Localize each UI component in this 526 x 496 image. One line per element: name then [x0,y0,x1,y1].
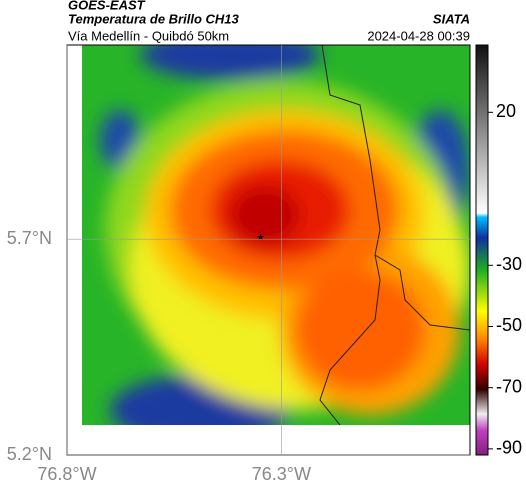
y-tick-label: 5.7°N [7,228,52,248]
source: SIATA [433,11,470,26]
colorbar-tick-label: -90 [496,438,522,458]
location: Vía Medellín - Quibdó 50km [68,28,229,43]
subtitle: Temperatura de Brillo CH13 [68,11,240,26]
title: GOES-EAST [68,0,146,12]
colorbar-tick-label: -30 [496,254,522,274]
colorbar-tick-label: -50 [496,315,522,335]
brightness-field [82,45,470,425]
x-tick-label: 76.8°W [37,464,96,484]
datetime: 2024-04-28 00:39 [367,28,470,43]
colorbar-tick-label: 20 [496,101,516,121]
y-tick-label: 5.2°N [7,444,52,464]
colorbar-tick-label: -70 [496,376,522,396]
colorbar [475,44,489,456]
x-tick-label: 76.3°W [252,464,311,484]
